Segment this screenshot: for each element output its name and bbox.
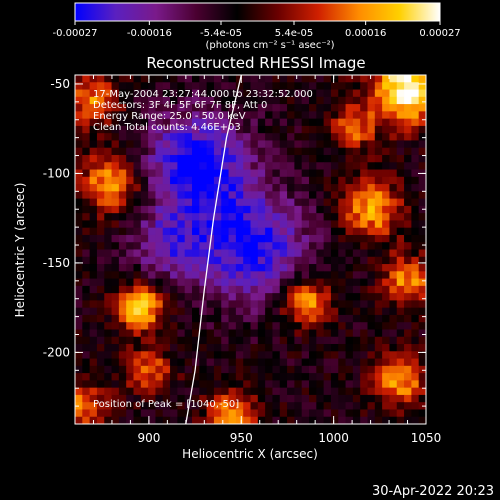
observation-info: 17-May-2004 23:27:44.000 to 23:32:52.000… [93,89,313,410]
colorbar-tick-label: -0.00027 [53,28,98,39]
colorbar-tick-label: 0.00016 [345,28,386,39]
y-tick-label: -200 [43,345,70,359]
info-line-energy: Energy Range: 25.0 - 50.0 keV [93,111,246,122]
chart-title: Reconstructed RHESSI Image [146,54,365,72]
colorbar-tick-label: -5.4e-05 [200,28,242,39]
y-axis-label: Heliocentric Y (arcsec) [13,183,27,318]
colorbar-ticks: -0.00027 -0.00016 -5.4e-05 5.4e-05 0.00016 0.… [53,21,461,39]
info-line-time: 17-May-2004 23:27:44.000 to 23:32:52.000 [93,89,313,100]
x-tick-label: 1050 [411,431,442,445]
solar-limb-line [185,74,242,425]
plot-frame [74,74,427,425]
colorbar: -0.00027 -0.00016 -5.4e-05 5.4e-05 0.00016 0.… [53,2,461,51]
x-tick-labels: 900 950 1000 1050 [137,431,441,445]
generation-timestamp: 30-Apr-2022 20:23 [372,484,494,499]
heatmap [75,75,427,425]
info-line-counts: Clean Total counts: 4.46E+03 [93,122,241,133]
x-tick-label: 1000 [318,431,349,445]
x-tick-label: 900 [137,431,160,445]
y-tick-label: -50 [50,77,70,91]
y-tick-label: -150 [43,256,70,270]
x-axis-label: Heliocentric X (arcsec) [182,447,318,461]
y-tick-labels: -50 -100 -150 -200 [43,77,70,359]
info-line-detectors: Detectors: 3F 4F 5F 6F 7F 8F, Att 0 [93,100,267,111]
colorbar-unit-label: (photons cm⁻² s⁻¹ asec⁻²) [205,40,334,51]
plot-area [74,74,427,425]
colorbar-tick-label: -0.00016 [127,28,172,39]
x-tick-label: 950 [230,431,253,445]
colorbar-tick-label: 5.4e-05 [275,28,313,39]
colorbar-gradient [74,2,441,22]
peak-position-label: Position of Peak = [1040,-50] [93,399,239,410]
colorbar-tick-label: 0.00027 [419,28,460,39]
axis-ticks [75,75,427,425]
y-tick-label: -100 [43,166,70,180]
